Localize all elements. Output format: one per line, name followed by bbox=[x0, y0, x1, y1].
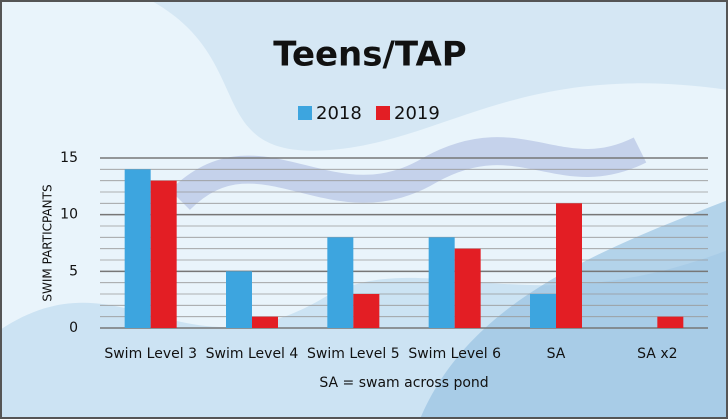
legend-swatch bbox=[298, 106, 312, 120]
legend-swatch bbox=[376, 106, 390, 120]
y-tick-label: 10 bbox=[60, 207, 78, 223]
bar bbox=[252, 317, 278, 328]
bar bbox=[327, 237, 353, 328]
legend-label: 2019 bbox=[394, 103, 440, 124]
y-tick-label: 0 bbox=[69, 320, 78, 336]
chart: Teens/TAP SWIM PARTICPANTS SA = swam acr… bbox=[0, 0, 728, 419]
x-tick-label: SA bbox=[547, 346, 566, 362]
y-tick-label: 5 bbox=[69, 263, 78, 279]
bar bbox=[226, 271, 252, 328]
x-tick-label: Swim Level 5 bbox=[307, 346, 400, 362]
x-tick-label: Swim Level 3 bbox=[104, 346, 197, 362]
y-axis-label: SWIM PARTICPANTS bbox=[41, 184, 55, 301]
bar bbox=[429, 237, 455, 328]
bar bbox=[455, 249, 481, 328]
bar bbox=[556, 203, 582, 328]
legend-label: 2018 bbox=[316, 103, 362, 124]
y-tick-label: 15 bbox=[60, 150, 78, 166]
x-tick-label: Swim Level 6 bbox=[408, 346, 501, 362]
bar bbox=[530, 294, 556, 328]
bar bbox=[125, 169, 151, 328]
chart-title: Teens/TAP bbox=[273, 35, 466, 75]
bar bbox=[657, 317, 683, 328]
bar bbox=[151, 181, 177, 328]
x-tick-label: Swim Level 4 bbox=[206, 346, 299, 362]
x-tick-label: SA x2 bbox=[637, 346, 677, 362]
bar bbox=[353, 294, 379, 328]
x-axis-label: SA = swam across pond bbox=[319, 375, 488, 391]
